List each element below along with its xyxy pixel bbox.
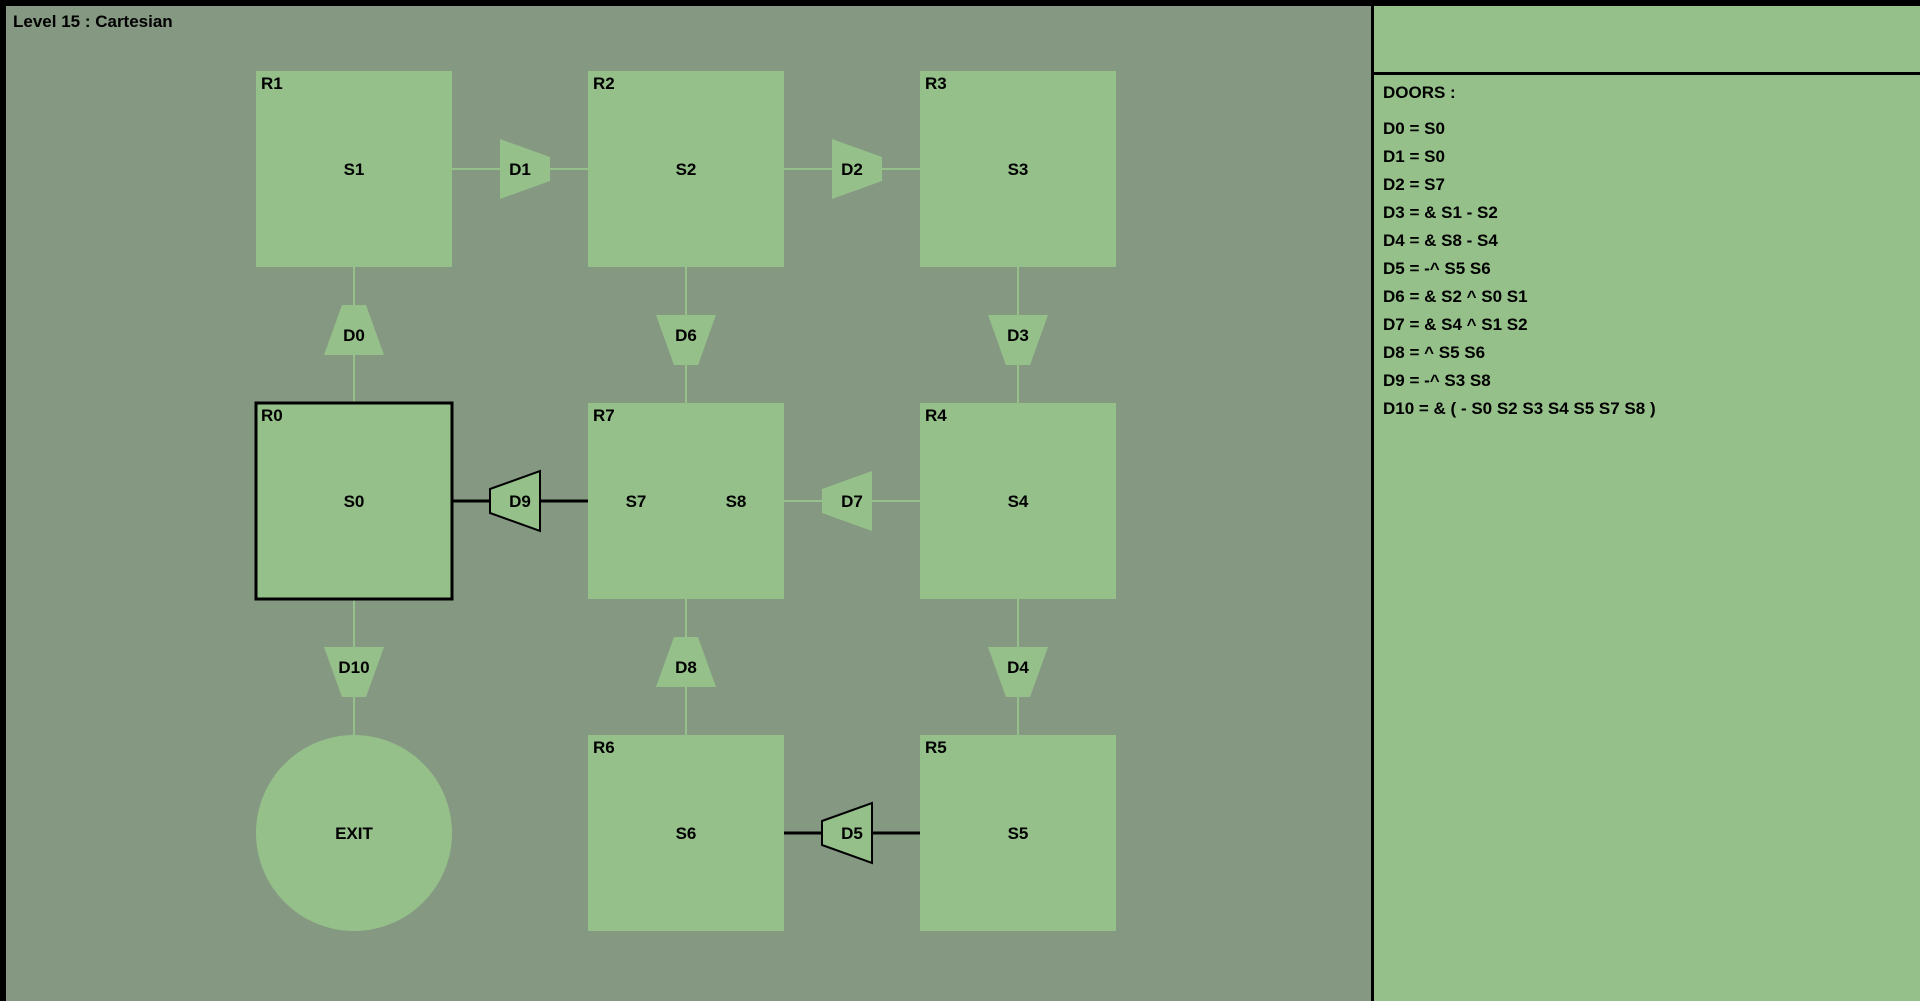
switch-s0[interactable]: S0 — [344, 492, 365, 511]
door-gate — [656, 637, 716, 687]
level-title: Level 15 : Cartesian — [13, 12, 173, 31]
doors-heading: DOORS : — [1383, 83, 1456, 102]
room-r0[interactable]: R0 S0 — [254, 401, 454, 601]
level-board: D0 D1 D2 D3 D4 D5 D6 D7 D8 D9 D10 R0 S0 R1 S1 R2 S2 R3 S3 R… — [6, 6, 1371, 1001]
switch-s3[interactable]: S3 — [1008, 160, 1029, 179]
door-rule: D9 = -^ S3 S8 — [1383, 371, 1491, 390]
room-r2[interactable]: R2 S2 — [588, 71, 784, 267]
door-gate — [988, 647, 1048, 697]
door-rule: D8 = ^ S5 S6 — [1383, 343, 1486, 362]
room-label: R4 — [925, 406, 947, 425]
door-label: D10 — [338, 658, 369, 677]
room-r5[interactable]: R5 S5 — [920, 735, 1116, 931]
door-label: D7 — [841, 492, 863, 511]
door-label: D6 — [675, 326, 697, 345]
switch-s2[interactable]: S2 — [676, 160, 697, 179]
door-label: D2 — [841, 160, 863, 179]
room-label: R0 — [261, 406, 283, 425]
door-d0: D0 — [324, 267, 384, 403]
room-box[interactable] — [588, 735, 784, 931]
exit-room[interactable]: EXIT — [256, 735, 452, 931]
door-d6: D6 — [656, 267, 716, 403]
door-d2: D2 — [784, 139, 920, 199]
door-d7: D7 — [784, 471, 920, 531]
room-label: R3 — [925, 74, 947, 93]
door-label: D9 — [509, 492, 531, 511]
room-label: R2 — [593, 74, 615, 93]
switch-s5[interactable]: S5 — [1008, 824, 1029, 843]
doors-panel: DOORS : D0 = S0 D1 = S0 D2 = S7 D3 = & S1 -… — [1374, 75, 1920, 1001]
door-label: D4 — [1007, 658, 1029, 677]
door-rule: D3 = & S1 - S2 — [1383, 203, 1498, 222]
door-gate — [324, 647, 384, 697]
door-rule: D7 = & S4 ^ S1 S2 — [1383, 315, 1528, 334]
room-r6[interactable]: R6 S6 — [588, 735, 784, 931]
room-r3[interactable]: R3 S3 — [920, 71, 1116, 267]
switch-s6[interactable]: S6 — [676, 824, 697, 843]
door-rule: D1 = S0 — [1383, 147, 1445, 166]
room-box[interactable] — [920, 71, 1116, 267]
door-rule: D4 = & S8 - S4 — [1383, 231, 1498, 250]
exit-label: EXIT — [335, 824, 373, 843]
switch-s4[interactable]: S4 — [1008, 492, 1029, 511]
door-rule: D2 = S7 — [1383, 175, 1445, 194]
room-box[interactable] — [588, 71, 784, 267]
door-d8: D8 — [656, 599, 716, 735]
door-rule: D10 = & ( - S0 S2 S3 S4 S5 S7 S8 ) — [1383, 399, 1656, 418]
room-r7[interactable]: R7 S7 S8 — [588, 403, 784, 599]
door-gate — [489, 469, 541, 533]
door-label: D8 — [675, 658, 697, 677]
door-rule: D5 = -^ S5 S6 — [1383, 259, 1491, 278]
room-label: R5 — [925, 738, 947, 757]
room-box[interactable] — [256, 71, 452, 267]
door-rules-list: D0 = S0 D1 = S0 D2 = S7 D3 = & S1 - S2 D4 = … — [1383, 115, 1656, 423]
door-gate — [500, 139, 550, 199]
door-gate — [324, 305, 384, 355]
exit-circle[interactable] — [256, 735, 452, 931]
room-box[interactable] — [920, 735, 1116, 931]
room-r1[interactable]: R1 S1 — [256, 71, 452, 267]
door-d4: D4 — [988, 599, 1048, 735]
room-box[interactable] — [254, 401, 454, 601]
side-panel-header — [1374, 6, 1920, 72]
door-gate — [656, 315, 716, 365]
door-label: D1 — [509, 160, 531, 179]
room-label: R1 — [261, 74, 283, 93]
room-box[interactable] — [920, 403, 1116, 599]
room-r4[interactable]: R4 S4 — [920, 403, 1116, 599]
door-rule: D6 = & S2 ^ S0 S1 — [1383, 287, 1528, 306]
door-d10: D10 — [324, 599, 384, 735]
switch-s8[interactable]: S8 — [726, 492, 747, 511]
room-label: R6 — [593, 738, 615, 757]
switch-s7[interactable]: S7 — [626, 492, 647, 511]
door-d5: D5 — [784, 801, 920, 865]
switch-s1[interactable]: S1 — [344, 160, 365, 179]
door-d9: D9 — [452, 469, 588, 533]
door-gate — [988, 315, 1048, 365]
door-gate — [822, 471, 872, 531]
door-label: D0 — [343, 326, 365, 345]
room-label: R7 — [593, 406, 615, 425]
door-d1: D1 — [452, 139, 588, 199]
door-gate — [832, 139, 882, 199]
door-label: D3 — [1007, 326, 1029, 345]
door-label: D5 — [841, 824, 863, 843]
door-d3: D3 — [988, 267, 1048, 403]
room-box[interactable] — [588, 403, 784, 599]
door-rule: D0 = S0 — [1383, 119, 1445, 138]
door-gate — [821, 801, 873, 865]
